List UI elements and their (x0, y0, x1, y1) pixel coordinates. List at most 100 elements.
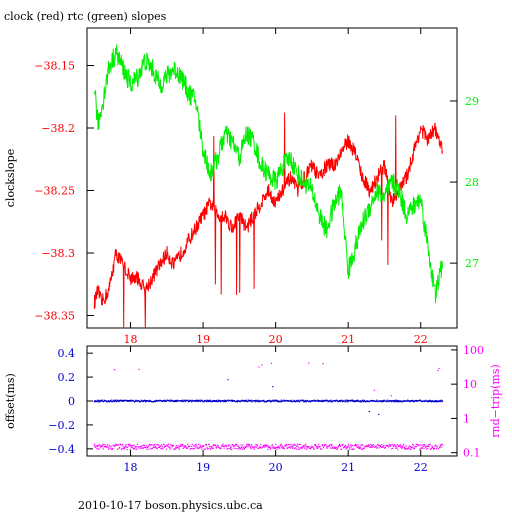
series-point-rnd-trip (376, 447, 378, 449)
series-point-rnd-trip (359, 446, 361, 449)
series-point-offset (441, 400, 444, 403)
series-point-offset (175, 400, 177, 402)
series-point-rnd-trip (127, 446, 129, 448)
series-point-rnd-trip (338, 443, 341, 445)
series-point-offset (224, 401, 226, 403)
series-point-rnd-trip (240, 444, 242, 446)
series-point-rnd-trip (94, 443, 96, 445)
series-point-rnd-trip (428, 446, 430, 448)
series-point-rnd-trip (113, 445, 115, 447)
series-point-offset (145, 400, 148, 403)
series-point-offset (377, 401, 379, 403)
series-point-rnd-trip (248, 445, 250, 447)
series-point-offset (352, 400, 354, 403)
top-right-ticks: 27 28 29 (450, 95, 479, 270)
series-point-rnd-trip (179, 446, 181, 448)
series-point-rnd-trip (216, 446, 218, 448)
series-point-rnd-trip (263, 444, 265, 446)
series-point-offset (327, 401, 329, 403)
series-point-offset (321, 401, 323, 403)
series-point-offset (223, 400, 225, 402)
series-point-offset (344, 400, 347, 402)
series-point-rnd-trip (289, 446, 291, 448)
series-point-rnd-trip (153, 444, 155, 447)
series-point-rnd-trip (122, 443, 124, 446)
series-point-rnd-trip (191, 446, 193, 448)
series-point-offset (187, 399, 189, 401)
series-point-rnd-trip (191, 443, 193, 445)
series-point-rnd-trip (345, 446, 348, 448)
series-point-rnd-trip (217, 445, 219, 447)
series-point-rnd-trip (223, 447, 225, 449)
series-point-offset (318, 400, 320, 403)
series-point-rnd-trip (96, 444, 98, 446)
series-point-rnd-trip (104, 446, 106, 448)
series-point-rnd-trip (337, 445, 340, 448)
series-point-rnd-trip (122, 445, 124, 447)
series-point-offset (144, 399, 146, 401)
series-point-rnd-trip (306, 445, 308, 448)
series-point-offset (322, 399, 324, 401)
series-point-rnd-trip (238, 447, 240, 449)
series-point-rnd-trip (158, 446, 160, 448)
series-point-rnd-trip (255, 444, 257, 446)
series-point-rnd-trip (282, 447, 284, 449)
series-point-rnd-trip (405, 445, 407, 447)
series-point-rnd-trip (313, 447, 315, 449)
series-point-rnd-trip (315, 444, 317, 446)
series-point-offset (188, 400, 190, 402)
series-point-rnd-trip (233, 447, 235, 449)
series-point-rnd-trip (351, 445, 353, 447)
series-point-offset (195, 400, 197, 402)
series-point-rnd-trip (417, 444, 419, 446)
series-point-rnd-trip (209, 446, 211, 448)
series-point-rnd-trip (283, 448, 285, 450)
series-point-rnd-trip (238, 446, 241, 448)
series-point-rnd-trip (261, 364, 263, 366)
series-point-offset (227, 379, 229, 381)
series-point-offset (189, 400, 191, 402)
series-point-offset (427, 401, 429, 403)
series-point-rnd-trip (281, 446, 283, 448)
series-point-rnd-trip (116, 444, 118, 446)
top-chart: clockslope −38.15−38.2−38.25−38.3−38.35 … (4, 27, 479, 346)
series-point-rnd-trip (229, 444, 231, 446)
left-tick-label: −38.35 (34, 310, 75, 323)
series-point-offset (171, 400, 173, 402)
series-point-offset (176, 401, 178, 403)
series-point-rnd-trip (336, 448, 339, 450)
series-point-rnd-trip (175, 446, 177, 448)
series-point-rnd-trip (419, 448, 421, 450)
series-point-rnd-trip (421, 447, 423, 450)
series-point-offset (117, 399, 119, 401)
series-point-offset (254, 401, 256, 403)
x-tick-label: 21 (341, 461, 355, 474)
series-point-rnd-trip (357, 446, 359, 448)
series-point-rnd-trip (212, 447, 214, 449)
series-point-rnd-trip (155, 447, 157, 449)
series-point-rnd-trip (404, 448, 406, 450)
series-point-offset (105, 400, 107, 402)
series-point-rnd-trip (410, 448, 412, 450)
series-point-rnd-trip (260, 444, 262, 446)
series-point-rnd-trip (169, 448, 171, 450)
series-point-rnd-trip (277, 445, 279, 447)
series-point-offset (382, 400, 384, 403)
series-point-rnd-trip (313, 448, 315, 450)
series-point-rnd-trip (138, 447, 141, 449)
series-point-offset (416, 399, 418, 402)
series-point-rnd-trip (291, 446, 293, 448)
series-point-rnd-trip (145, 445, 148, 447)
series-point-rnd-trip (402, 446, 404, 449)
series-point-rnd-trip (116, 443, 118, 446)
series-point-offset (382, 400, 384, 402)
series-point-rnd-trip (343, 446, 345, 448)
series-point-offset (268, 399, 270, 401)
series-point-rnd-trip (158, 444, 160, 446)
series-point-rnd-trip (266, 445, 268, 447)
series-point-rnd-trip (278, 446, 280, 448)
series-point-offset (363, 400, 365, 402)
series-point-offset (180, 400, 182, 402)
series-point-rnd-trip (256, 444, 258, 446)
series-point-offset (181, 399, 183, 401)
